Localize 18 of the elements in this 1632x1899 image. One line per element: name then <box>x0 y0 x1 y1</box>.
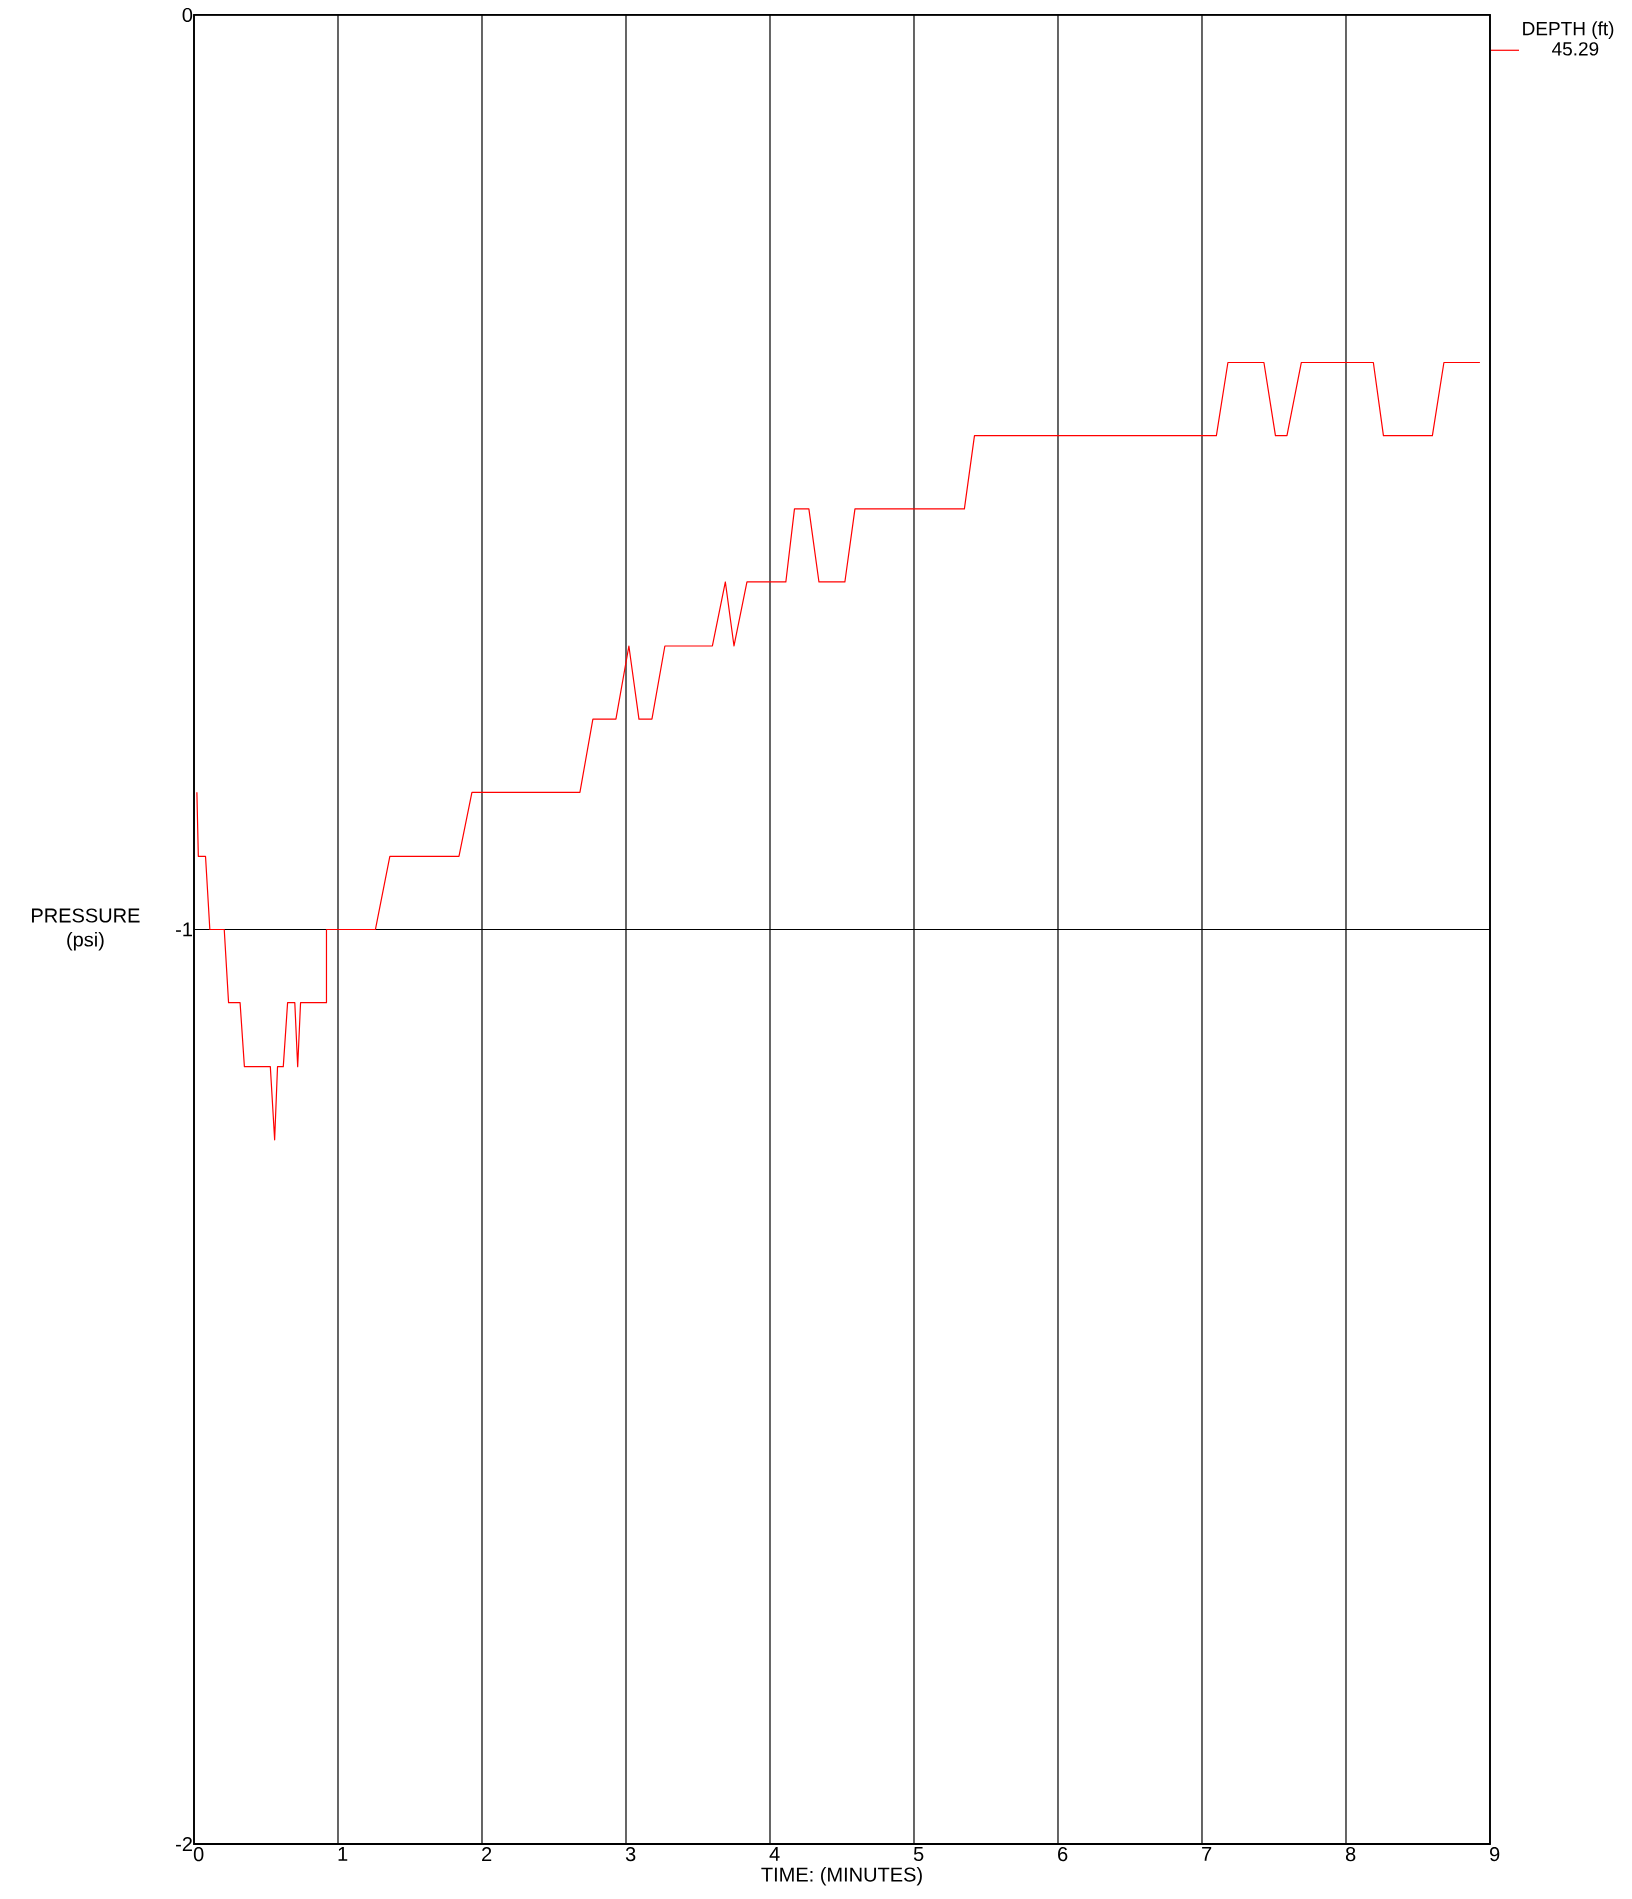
y-tick-label: 0 <box>182 7 193 23</box>
x-tick-label: 4 <box>769 1847 780 1861</box>
legend-title: DEPTH (ft) <box>1523 21 1614 40</box>
y-tick-label: -2 <box>176 1837 192 1851</box>
x-tick-label: 9 <box>1490 1847 1500 1862</box>
x-tick-label: 6 <box>1058 1847 1068 1862</box>
x-tick-label: 7 <box>1202 1847 1212 1861</box>
y-axis-title: PRESSURE (psi) <box>32 908 140 951</box>
x-tick-label: 1 <box>338 1847 348 1861</box>
legend-label: 45.29 <box>1552 42 1599 56</box>
y-tick-label: -1 <box>176 922 192 937</box>
x-tick-label: 5 <box>913 1847 924 1862</box>
x-tick-label: 0 <box>193 1847 204 1862</box>
x-tick-label: 2 <box>482 1847 492 1862</box>
x-axis-title: TIME: (MINUTES) <box>761 1866 922 1886</box>
line-series <box>196 361 1481 1141</box>
x-tick-label: 8 <box>1345 1847 1356 1862</box>
x-tick-label: 3 <box>625 1847 636 1862</box>
